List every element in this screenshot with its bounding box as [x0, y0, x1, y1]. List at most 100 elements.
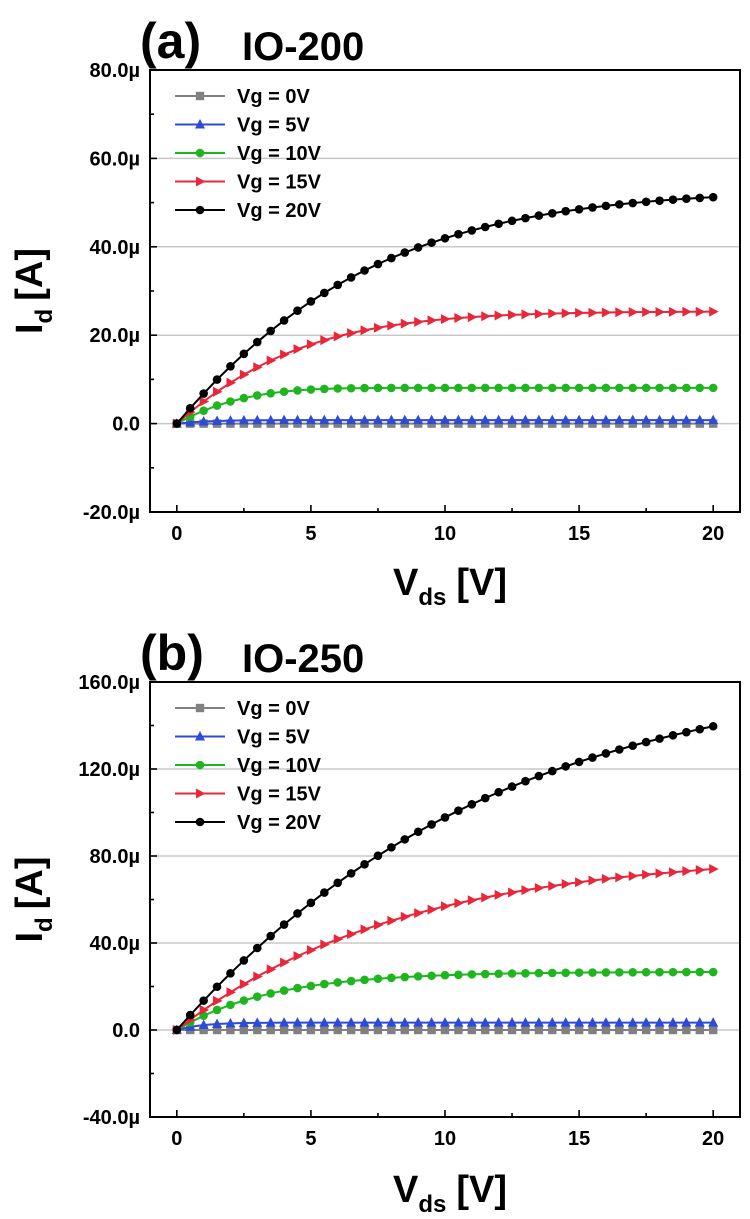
data-point	[708, 414, 719, 425]
data-point	[400, 1025, 409, 1035]
data-point	[333, 384, 343, 393]
data-point	[265, 1017, 276, 1027]
legend: Vg = 0V Vg = 5V Vg = 10V Vg = 15V Vg = 20V	[175, 86, 322, 222]
data-point	[413, 414, 424, 425]
data-point	[413, 827, 423, 837]
data-point	[226, 969, 235, 978]
data-point	[574, 1017, 585, 1027]
data-point	[575, 877, 585, 888]
data-point	[292, 414, 303, 425]
data-point	[467, 226, 477, 235]
data-point	[454, 383, 463, 393]
data-point	[695, 865, 706, 876]
data-point	[239, 369, 250, 380]
data-point	[520, 1017, 531, 1027]
data-point	[333, 978, 343, 987]
legend-label: Vg = 5V	[237, 115, 310, 137]
data-point	[588, 383, 597, 393]
data-point	[440, 383, 450, 393]
legend-label: Vg = 10V	[237, 755, 322, 777]
data-point	[212, 1018, 223, 1028]
data-point	[507, 1017, 518, 1027]
data-point	[628, 383, 638, 393]
data-point	[372, 414, 383, 425]
data-point	[414, 316, 424, 327]
data-point	[454, 1025, 463, 1035]
data-point	[628, 307, 639, 318]
y-tick-label: 80.0µ	[90, 60, 140, 82]
data-point	[346, 414, 357, 425]
data-point	[561, 879, 572, 890]
data-point	[441, 314, 451, 325]
data-point	[332, 1017, 343, 1027]
data-point	[198, 415, 209, 426]
data-point	[440, 1017, 450, 1027]
x-tick-label: 15	[568, 523, 590, 545]
x-axis-title: Vds [V]	[393, 1169, 507, 1218]
data-point	[694, 1017, 705, 1027]
data-point	[172, 419, 182, 428]
data-point	[279, 1025, 289, 1035]
series-vg-15v	[172, 864, 719, 1035]
data-point	[655, 383, 664, 393]
data-point	[561, 968, 570, 978]
data-point	[333, 878, 343, 888]
data-point	[561, 308, 572, 319]
data-point	[507, 969, 517, 978]
legend-label: Vg = 5V	[237, 727, 310, 749]
data-point	[252, 943, 262, 953]
data-point	[387, 1025, 396, 1035]
data-point	[708, 383, 718, 393]
data-point	[615, 745, 624, 754]
data-point	[641, 967, 651, 977]
data-point	[588, 203, 597, 212]
data-point	[199, 996, 208, 1005]
data-point	[279, 414, 290, 425]
data-point	[306, 981, 316, 991]
data-point	[199, 1025, 208, 1035]
data-point	[347, 929, 357, 940]
x-axis-title: Vds [V]	[393, 562, 507, 611]
data-point	[655, 196, 664, 205]
data-point	[534, 968, 544, 978]
data-point	[400, 383, 410, 393]
data-point	[293, 386, 302, 395]
data-point	[507, 216, 517, 226]
data-point	[695, 724, 705, 734]
x-axis-title-sub: ds	[418, 584, 446, 611]
data-point	[320, 979, 329, 989]
data-point	[373, 259, 383, 269]
data-point	[239, 996, 249, 1005]
data-point	[360, 924, 371, 935]
data-point	[387, 320, 397, 331]
data-point	[547, 968, 557, 978]
data-point	[709, 864, 719, 875]
series-vg-5v	[171, 1017, 719, 1034]
data-point	[400, 972, 410, 982]
data-point	[507, 1025, 517, 1035]
data-point	[440, 970, 450, 980]
data-point	[480, 383, 490, 393]
data-point	[493, 1017, 504, 1027]
legend-label: Vg = 20V	[237, 200, 322, 222]
data-point	[668, 306, 679, 317]
data-point	[199, 1005, 210, 1016]
data-point	[279, 387, 289, 396]
data-point	[681, 414, 692, 425]
data-point	[239, 349, 249, 359]
data-point	[346, 1017, 357, 1027]
data-point	[360, 383, 369, 393]
data-point	[346, 273, 356, 282]
panel-label: (a)	[140, 13, 201, 69]
data-point	[708, 1025, 718, 1035]
data-point	[681, 1017, 692, 1027]
data-point	[454, 229, 463, 239]
data-point	[293, 951, 303, 962]
data-point	[547, 414, 558, 425]
data-point	[560, 414, 571, 425]
data-point	[413, 243, 423, 252]
data-point	[682, 194, 691, 204]
data-point	[601, 873, 612, 884]
data-point	[574, 757, 584, 767]
